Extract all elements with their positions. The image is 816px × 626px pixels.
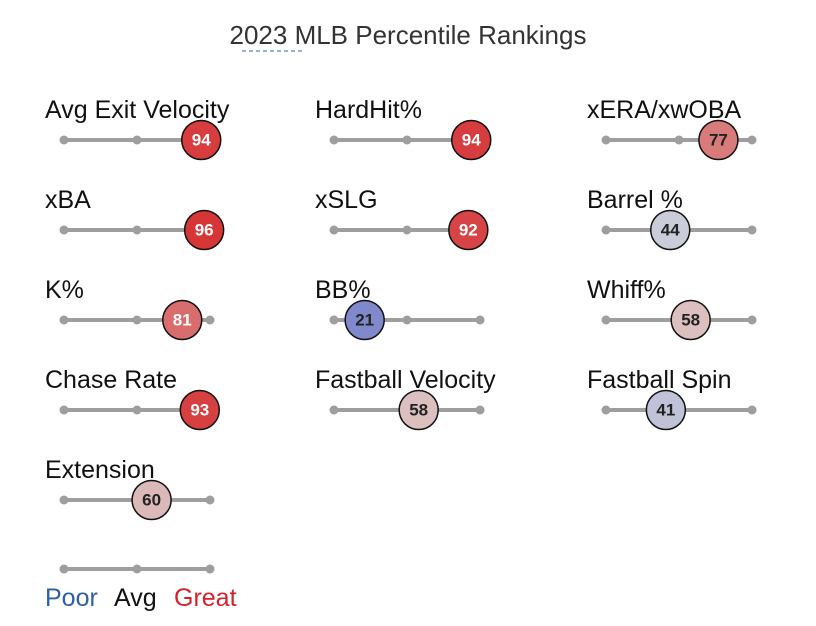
metric-label: xERA/xwOBA [587,96,742,124]
metric-0: Avg Exit Velocity 94 [45,96,230,161]
percentile-value: 81 [173,311,192,330]
metric-label: xBA [45,186,91,214]
percentile-value: 94 [462,131,481,150]
track-tick-poor [601,315,611,325]
track-tick-poor [59,225,69,235]
percentile-value: 96 [195,221,214,240]
track-tick-avg [674,135,684,145]
percentile-value: 77 [709,131,728,150]
percentile-value: 93 [190,401,209,420]
percentile-marker [649,209,691,251]
metric-7: BB% 21 [315,276,485,341]
metric-10: Fastball Velocity 58 [315,366,496,431]
track-tick-great [475,315,485,325]
metric-1: HardHit% 94 [315,96,492,161]
legend-avg-label: Avg [114,584,157,612]
legend-poor-label: Poor [45,584,98,612]
percentile-value: 92 [459,221,478,240]
metric-label: Chase Rate [45,366,177,394]
track-tick-great [205,495,215,505]
track-tick-avg [402,225,412,235]
track-tick-avg [402,135,412,145]
track-tick-great [475,405,485,415]
metric-label: xSLG [315,186,378,214]
metric-9: Chase Rate 93 [45,366,221,431]
track-tick-avg [132,225,142,235]
percentile-value: 41 [656,401,675,420]
metric-8: Whiff% 58 [587,276,757,341]
track-tick-avg [132,315,142,325]
metrics-grid: Avg Exit Velocity 94 HardHit% 94 xERA/xwOBA 7… [45,96,757,521]
metric-3: xBA 96 [45,186,225,251]
track-tick-poor [59,135,69,145]
track-tick-poor [59,495,69,505]
metric-label: K% [45,276,84,304]
percentile-value: 21 [355,311,374,330]
metric-5: Barrel % 44 [587,186,757,251]
metric-label: BB% [315,276,371,304]
track-tick-great [747,405,757,415]
track-tick-poor [329,405,339,415]
legend: Poor Avg Great [45,564,237,612]
percentile-marker [645,389,687,431]
legend-tick-great [205,564,215,574]
track-tick-great [205,315,215,325]
percentile-marker [180,119,222,161]
track-tick-poor [329,315,339,325]
track-tick-poor [59,315,69,325]
percentile-marker [344,299,385,341]
metric-label: Fastball Spin [587,366,732,394]
legend-tick-poor [59,564,69,574]
metric-label: HardHit% [315,96,422,124]
metric-label: Avg Exit Velocity [45,96,230,124]
track-tick-poor [59,405,69,415]
track-tick-avg [132,405,142,415]
track-tick-poor [601,135,611,145]
percentile-marker [183,209,225,251]
chart-title: 2023 MLB Percentile Rankings [230,20,587,50]
percentile-marker [398,389,439,431]
percentile-marker [670,299,711,341]
legend-tick-avg [132,564,142,574]
percentile-value: 60 [142,491,161,510]
track-tick-poor [601,225,611,235]
metric-label: Barrel % [587,186,683,214]
percentile-marker [450,119,492,161]
percentile-marker [179,389,221,431]
percentile-value: 94 [192,131,211,150]
metric-6: K% 81 [45,276,215,341]
percentile-value: 44 [661,221,680,240]
track-tick-great [747,225,757,235]
metric-label: Extension [45,456,155,484]
metric-label: Whiff% [587,276,666,304]
percentile-marker [698,119,739,161]
percentile-marker [448,209,489,251]
track-tick-avg [132,135,142,145]
metric-4: xSLG 92 [315,186,489,251]
metric-11: Fastball Spin 41 [587,366,757,431]
track-tick-great [747,135,757,145]
percentile-marker [131,479,172,521]
track-tick-poor [329,135,339,145]
legend-great-label: Great [174,584,237,612]
percentile-value: 58 [409,401,428,420]
track-tick-great [747,315,757,325]
track-tick-poor [601,405,611,415]
metric-12: Extension 60 [45,456,215,521]
track-tick-avg [402,315,412,325]
metric-2: xERA/xwOBA 77 [587,96,757,161]
metric-label: Fastball Velocity [315,366,496,394]
percentile-marker [162,299,203,341]
track-tick-poor [329,225,339,235]
percentile-value: 58 [681,311,700,330]
